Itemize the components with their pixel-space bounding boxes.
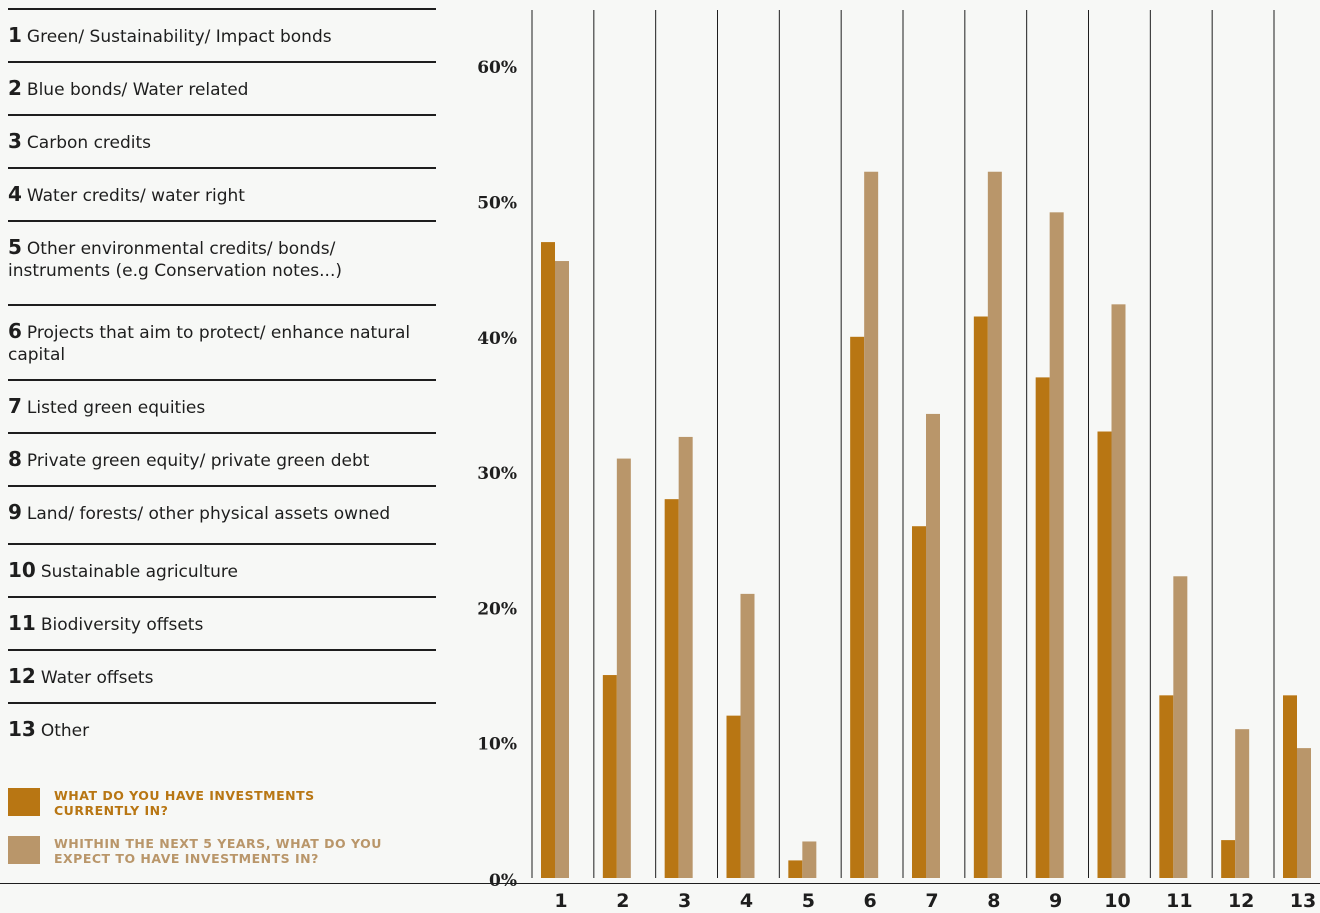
x-tick-label: 7: [925, 890, 938, 912]
y-tick-label: 20%: [477, 599, 517, 619]
bar-expected: [864, 171, 879, 878]
category-row: 7 Listed green equities: [8, 379, 436, 432]
category-number: 1: [8, 23, 22, 47]
y-tick-label: 10%: [477, 735, 517, 755]
bar-current: [1221, 840, 1236, 878]
bar-current: [1035, 377, 1050, 878]
category-number: 11: [8, 611, 36, 635]
category-row: 5 Other environmental credits/ bonds/ ins…: [8, 220, 436, 304]
bar-expected: [926, 413, 940, 878]
legend-entry-current: WHAT DO YOU HAVE INVESTMENTS CURRENTLY I…: [8, 788, 428, 828]
bar-current: [788, 860, 803, 878]
category-label: Biodiversity offsets: [40, 615, 204, 635]
x-tick-label: 1: [554, 890, 567, 912]
category-label: Other environmental credits/ bonds/ inst…: [8, 239, 342, 281]
category-row: 6 Projects that aim to protect/ enhance n…: [8, 304, 436, 379]
bar-current: [664, 499, 679, 878]
x-tick-label: 12: [1228, 890, 1254, 912]
bar-current: [850, 336, 865, 878]
category-number: 7: [8, 394, 22, 418]
y-tick-label: 30%: [477, 464, 517, 484]
bar-current: [541, 242, 555, 879]
category-row: 10 Sustainable agriculture: [8, 543, 436, 596]
category-number: 6: [8, 319, 22, 343]
bottom-rule: [0, 883, 1320, 884]
x-tick-label: 10: [1104, 890, 1130, 912]
category-number: 3: [8, 129, 22, 153]
category-row: 8 Private green equity/ private green deb…: [8, 432, 436, 485]
category-number: 13: [8, 717, 36, 741]
bar-expected: [1235, 729, 1250, 878]
category-label: Listed green equities: [26, 398, 206, 418]
category-row: 4 Water credits/ water right: [8, 167, 436, 220]
category-number: 5: [8, 235, 22, 259]
category-label: Carbon credits: [26, 133, 152, 153]
category-row: 9 Land/ forests/ other physical assets ow…: [8, 485, 436, 543]
y-tick-label: 60%: [477, 58, 517, 78]
x-tick-label: 9: [1049, 890, 1062, 912]
legend-entry-expected: WHITHIN THE NEXT 5 YEARS, WHAT DO YOU EX…: [8, 836, 428, 876]
category-label: Other: [40, 721, 90, 741]
bar-expected: [555, 261, 569, 879]
category-label: Green/ Sustainability/ Impact bonds: [26, 27, 332, 47]
bar-current: [1283, 695, 1297, 878]
y-tick-label: 50%: [477, 194, 517, 214]
x-tick-label: 13: [1290, 890, 1316, 912]
category-label: Blue bonds/ Water related: [26, 80, 249, 100]
bar-expected: [1297, 748, 1311, 878]
bar-expected: [802, 841, 817, 878]
category-legend-panel: 1 Green/ Sustainability/ Impact bonds 2 Bl…: [0, 0, 440, 913]
category-number: 8: [8, 447, 22, 471]
bar-current: [1097, 431, 1112, 878]
legend-label-current: WHAT DO YOU HAVE INVESTMENTS CURRENTLY I…: [54, 788, 315, 818]
x-tick-label: 8: [987, 890, 1000, 912]
x-tick-label: 11: [1166, 890, 1192, 912]
bar-expected: [1049, 212, 1064, 879]
category-number: 2: [8, 76, 22, 100]
x-tick-label: 6: [864, 890, 877, 912]
category-label: Water credits/ water right: [26, 186, 245, 206]
bar-current: [602, 675, 617, 878]
bar-expected: [1111, 304, 1126, 878]
bar-expected: [678, 436, 693, 878]
category-label: Private green equity/ private green debt: [26, 451, 370, 471]
category-label: Land/ forests/ other physical assets own…: [26, 504, 391, 524]
category-number: 10: [8, 558, 36, 582]
bar-expected: [987, 171, 1002, 878]
bar-expected: [740, 593, 755, 878]
category-row: 3 Carbon credits: [8, 114, 436, 167]
category-label: Sustainable agriculture: [40, 562, 238, 582]
x-tick-label: 5: [802, 890, 815, 912]
category-row: 12 Water offsets: [8, 649, 436, 702]
y-tick-label: 40%: [477, 329, 517, 349]
category-number: 9: [8, 500, 22, 524]
category-row: 13 Other: [8, 702, 436, 755]
category-number: 4: [8, 182, 22, 206]
legend-swatch-expected: [8, 836, 40, 864]
category-row: 1 Green/ Sustainability/ Impact bonds: [8, 8, 436, 61]
x-tick-label: 2: [616, 890, 629, 912]
bar-current: [973, 316, 988, 878]
x-tick-label: 4: [740, 890, 753, 912]
bar-expected: [1173, 576, 1188, 878]
bar-current: [726, 715, 741, 878]
category-number: 12: [8, 664, 36, 688]
y-tick-label: 0%: [489, 871, 517, 891]
x-tick-label: 3: [678, 890, 691, 912]
category-label: Water offsets: [40, 668, 154, 688]
bar-expected: [616, 458, 631, 878]
bar-current: [1159, 695, 1174, 878]
category-row: 2 Blue bonds/ Water related: [8, 61, 436, 114]
legend-swatch-current: [8, 788, 40, 816]
category-label: Projects that aim to protect/ enhance na…: [8, 323, 411, 365]
category-row: 11 Biodiversity offsets: [8, 596, 436, 649]
bar-current: [912, 526, 926, 878]
legend-label-expected: WHITHIN THE NEXT 5 YEARS, WHAT DO YOU EX…: [54, 836, 382, 866]
